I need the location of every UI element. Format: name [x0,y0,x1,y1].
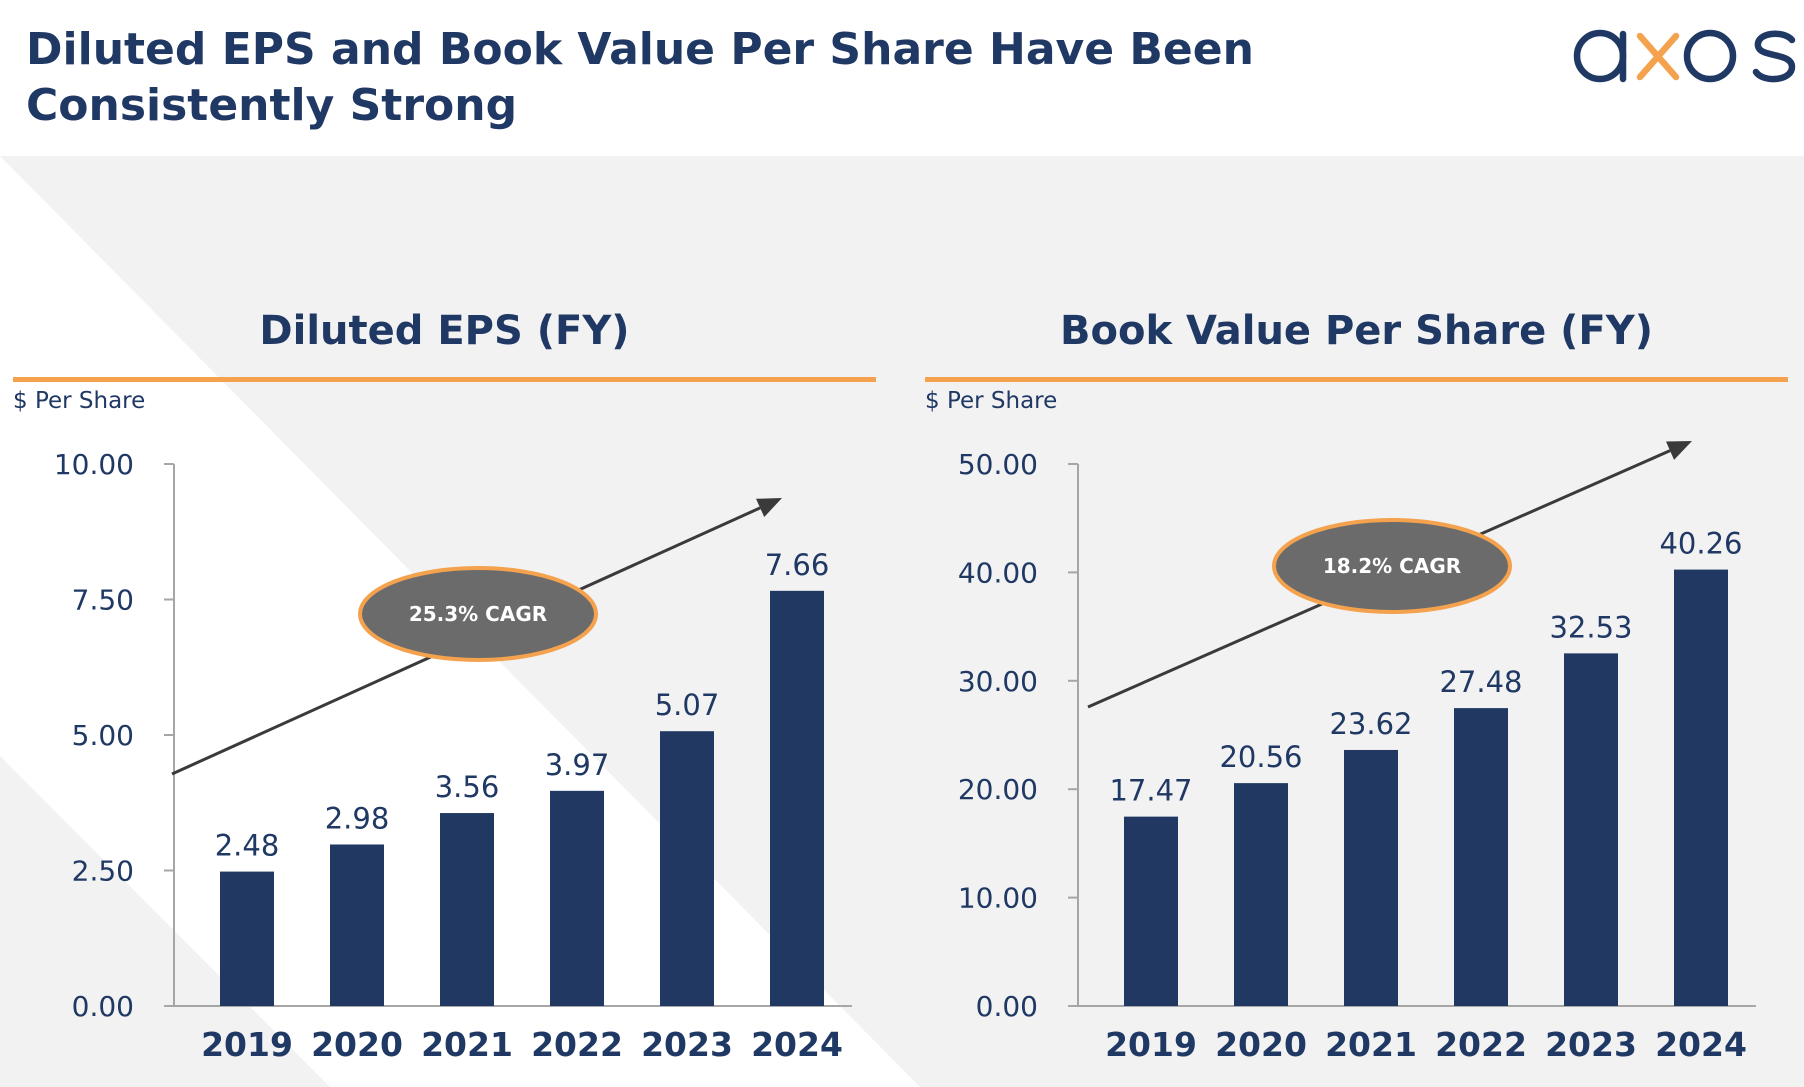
eps-value-label: 5.07 [655,688,720,722]
bvps-y-tick-label: 30.00 [958,665,1038,698]
eps-y-tick-label: 10.00 [54,448,134,481]
bvps-chart-title: Book Value Per Share (FY) [1060,308,1653,354]
bvps-value-label: 32.53 [1549,610,1632,644]
bvps-y-tick-label: 50.00 [958,448,1038,481]
bvps-cagr-bubble [1272,518,1512,614]
eps-x-tick-label: 2019 [201,1025,293,1064]
eps-x-tick-label: 2022 [531,1025,623,1064]
eps-trend-arrow-head [756,498,782,518]
eps-title-rule [13,377,876,382]
bvps-value-label: 27.48 [1439,665,1522,699]
eps-bar-2019 [220,871,274,1006]
eps-x-tick-label: 2020 [311,1025,403,1064]
eps-y-tick-label: 5.00 [72,719,134,752]
eps-y-tick-label: 0.00 [72,990,134,1023]
bvps-bar-2019 [1124,816,1178,1006]
bvps-y-tick-label: 10.00 [958,882,1038,915]
bvps-bar-2020 [1234,783,1288,1006]
page-title: Diluted EPS and Book Value Per Share Hav… [26,24,1254,131]
eps-chart: 0.00 2.50 5.00 7.50 10.00 2.48 2019 2.98 2020 3.5… [54,448,852,1064]
axos-logo [1573,29,1796,83]
bvps-bar-2022 [1454,708,1508,1006]
bvps-y-unit: $ Per Share [925,388,1058,414]
eps-x-tick-label: 2024 [751,1025,843,1064]
bvps-chart: 0.00 10.00 20.00 30.00 40.00 50.00 17.47 2019 20… [958,441,1756,1064]
bvps-cagr-label: 18.2% CAGR [1323,554,1461,578]
bvps-x-tick-label: 2021 [1325,1025,1417,1064]
eps-cagr-bubble [358,566,598,662]
eps-value-label: 2.48 [215,829,280,863]
eps-bar-2023 [660,731,714,1006]
eps-bar-2022 [550,790,604,1006]
bvps-x-tick-label: 2020 [1215,1025,1307,1064]
eps-x-tick-label: 2021 [421,1025,513,1064]
eps-value-label: 3.97 [545,748,610,782]
bvps-x-tick-label: 2019 [1105,1025,1197,1064]
bvps-bar-2024 [1674,569,1728,1006]
eps-value-label: 7.66 [765,548,830,582]
eps-value-label: 2.98 [325,801,390,835]
bvps-trend-arrow-head [1666,441,1692,460]
eps-value-label: 3.56 [435,770,500,804]
bvps-x-tick-label: 2023 [1545,1025,1637,1064]
eps-y-tick-label: 2.50 [72,855,134,888]
eps-cagr-label: 25.3% CAGR [409,602,547,626]
bvps-x-tick-label: 2024 [1655,1025,1747,1064]
eps-y-unit: $ Per Share [13,388,146,414]
bvps-bar-2023 [1564,653,1618,1006]
bvps-title-rule [925,377,1788,382]
bvps-y-tick-label: 20.00 [958,773,1038,806]
bvps-value-label: 40.26 [1659,527,1742,561]
bvps-x-tick-label: 2022 [1435,1025,1527,1064]
eps-bar-2024 [770,590,824,1006]
bvps-y-tick-label: 40.00 [958,556,1038,589]
eps-y-tick-label: 7.50 [72,584,134,617]
bvps-value-label: 20.56 [1219,740,1302,774]
eps-x-tick-label: 2023 [641,1025,733,1064]
bvps-value-label: 17.47 [1109,774,1192,808]
bvps-bar-2021 [1344,749,1398,1006]
eps-bar-2021 [440,813,494,1006]
bvps-value-label: 23.62 [1329,707,1412,741]
bvps-y-tick-label: 0.00 [976,990,1038,1023]
eps-chart-title: Diluted EPS (FY) [259,308,630,354]
eps-bar-2020 [330,844,384,1006]
